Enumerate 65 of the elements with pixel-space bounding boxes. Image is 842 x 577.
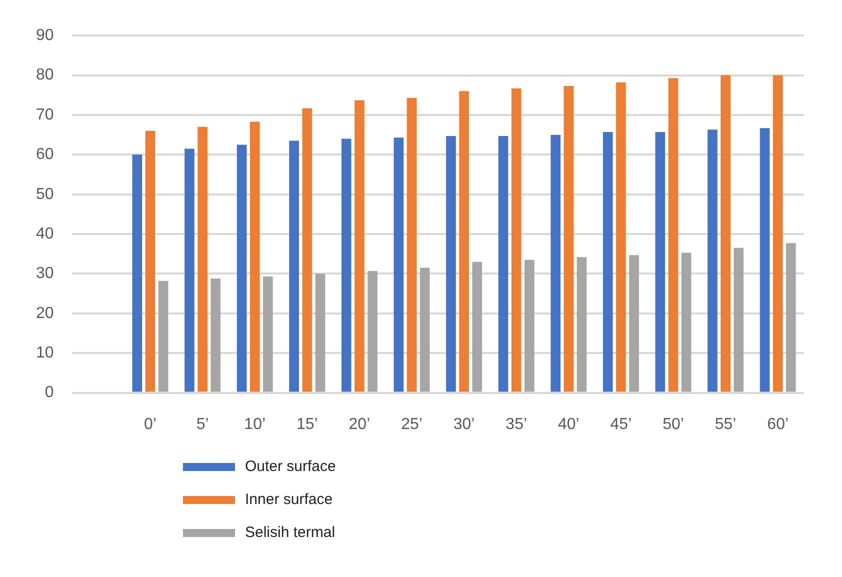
y-tick-label: 80: [36, 66, 54, 84]
bar: [210, 278, 221, 392]
x-tick-label: 30’: [453, 416, 475, 433]
x-tick-label: 10’: [244, 416, 266, 433]
bar: [655, 132, 666, 392]
bar: [236, 144, 247, 392]
y-tick-label: 60: [36, 146, 54, 164]
legend-label: Inner surface: [245, 491, 333, 508]
x-tick-label: 15’: [296, 416, 318, 433]
bar: [394, 138, 404, 392]
bar: [550, 134, 560, 392]
bar: [708, 130, 718, 392]
bar: [250, 122, 260, 392]
bar: [368, 270, 378, 392]
bar: [420, 268, 430, 392]
bar: [158, 280, 168, 392]
bar: [772, 75, 783, 392]
y-tick-label: 90: [36, 27, 54, 44]
bar: [341, 138, 352, 392]
y-tick-label: 70: [36, 106, 54, 124]
x-tick-label: 25’: [401, 416, 422, 433]
bar: [198, 126, 208, 392]
y-tick-label: 40: [36, 225, 54, 242]
legend-label: Outer surface: [245, 458, 336, 475]
bar: [564, 86, 574, 392]
x-tick-label: 5’: [196, 416, 209, 433]
bar: [406, 98, 417, 392]
bar: [668, 78, 678, 392]
x-tick-label: 35’: [506, 416, 528, 433]
bar: [616, 82, 626, 392]
bar: [354, 100, 364, 392]
bar: [472, 262, 482, 392]
bar: [629, 255, 639, 392]
bar: [498, 136, 508, 392]
bar: [459, 91, 469, 392]
x-tick-label: 50’: [662, 416, 684, 433]
y-tick-label: 30: [36, 265, 54, 282]
legend-label: Selisih termal: [245, 524, 336, 541]
bar: [263, 276, 273, 392]
bar: [734, 248, 744, 392]
bar: [289, 140, 299, 392]
bar: [720, 75, 730, 392]
bar: [681, 252, 692, 392]
bar: [145, 130, 156, 392]
bar: [302, 108, 312, 392]
x-tick-label: 55’: [714, 416, 736, 433]
bar: [511, 88, 522, 392]
bar: [315, 274, 326, 392]
bar: [760, 128, 770, 392]
x-tick-label: 0’: [144, 416, 156, 433]
x-tick-label: 45’: [610, 416, 632, 433]
y-tick-label: 10: [36, 344, 54, 362]
bar: [184, 148, 194, 392]
x-tick-label: 60’: [767, 416, 789, 433]
bar: [602, 132, 613, 392]
bar: [524, 260, 534, 392]
bar: [786, 243, 796, 392]
y-tick-label: 20: [36, 304, 54, 322]
x-tick-label: 20’: [348, 416, 370, 433]
y-tick-label: 50: [36, 186, 54, 203]
bar: [132, 154, 142, 392]
y-tick-label: 0: [44, 384, 54, 402]
x-tick-label: 40’: [558, 416, 580, 433]
bar: [446, 136, 456, 392]
bar: [576, 257, 587, 392]
